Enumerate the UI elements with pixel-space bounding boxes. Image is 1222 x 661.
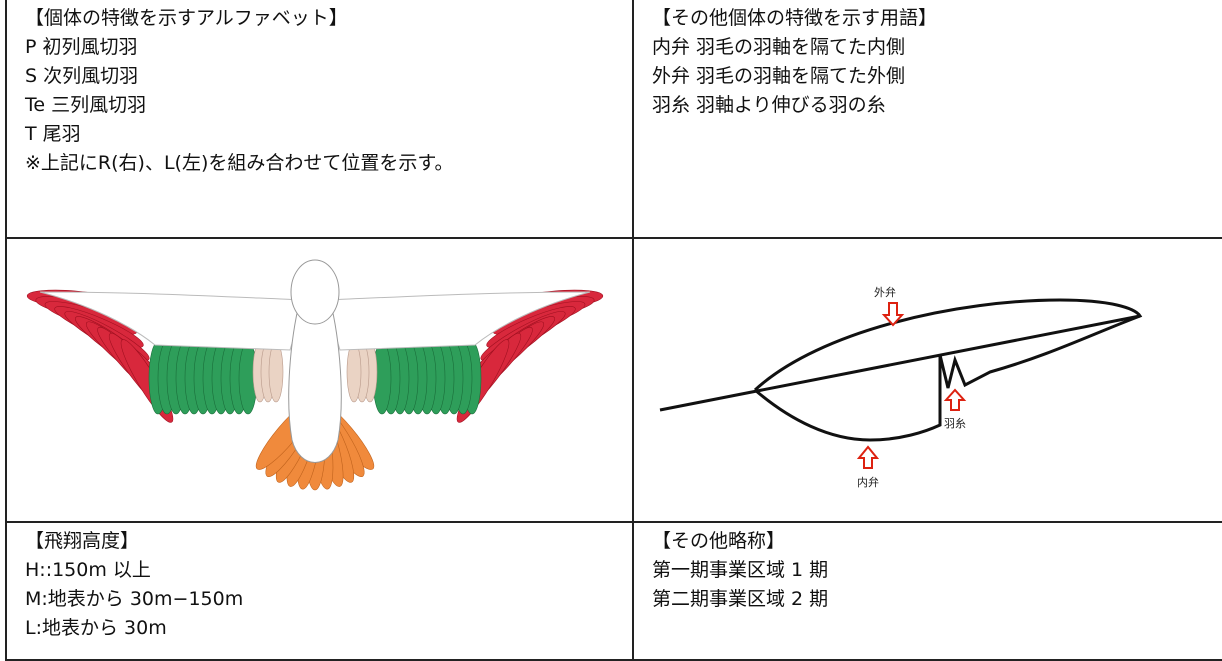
feather-diagram	[659, 298, 1143, 442]
feather-shaft	[659, 314, 1141, 412]
text-line: 【飛翔高度】	[25, 530, 140, 552]
inner-vane	[754, 355, 942, 442]
arrow	[943, 388, 967, 411]
outer-vane	[753, 298, 1143, 392]
text-line: P 初列風切羽	[25, 36, 138, 58]
arrow	[881, 302, 905, 327]
feather	[268, 341, 284, 403]
text-line: 【個体の特徴を示すアルファベット】	[25, 7, 348, 29]
text-line: 羽糸 羽軸より伸びる羽の糸	[652, 94, 886, 116]
text-line: T 尾羽	[25, 123, 81, 145]
text-block: 【個体の特徴を示すアルファベット】 P 初列風切羽 S 次列風切羽 Te 三列風切羽 T…	[25, 4, 453, 178]
text-line: 内弁 羽毛の羽軸を隔てた内側	[652, 36, 906, 58]
bird-illustration	[26, 259, 604, 491]
text-line: 第二期事業区域 2 期	[652, 588, 829, 610]
text-line: S 次列風切羽	[25, 65, 139, 87]
text-line: ※上記にR(右)、L(左)を組み合わせて位置を示す。	[25, 152, 454, 174]
feather-label: 内弁	[857, 475, 879, 489]
text-block: 【その他略称】第一期事業区域 1 期第二期事業区域 2 期	[652, 527, 828, 614]
text-line: 第一期事業区域 1 期	[652, 559, 829, 581]
bird-body	[288, 299, 342, 463]
right-wing	[324, 289, 604, 423]
text-line: L:地表から 30m	[25, 617, 167, 639]
feather	[346, 341, 362, 403]
feather-label: 羽糸	[944, 417, 966, 430]
bird-head	[290, 259, 340, 325]
wing-coverts	[324, 291, 591, 351]
text-block: 【その他個体の特徴を示す用語】 内弁 羽毛の羽軸を隔てた内側 外弁 羽毛の羽軸を隔て…	[652, 4, 937, 120]
text-line: 【その他略称】	[652, 530, 786, 552]
text-line: H::150m 以上	[25, 559, 151, 581]
arrow	[856, 445, 880, 469]
wing-coverts	[39, 291, 306, 351]
text-line: 【その他個体の特徴を示す用語】	[652, 7, 938, 29]
text-line: 外弁 羽毛の羽軸を隔てた外側	[652, 65, 906, 87]
feather-label: 外弁	[874, 285, 896, 299]
left-wing	[26, 289, 306, 423]
arrows	[856, 302, 967, 469]
cell: 【個体の特徴を示すアルファベット】 P 初列風切羽 S 次列風切羽 Te 三列風切羽 T…	[5, 0, 634, 239]
text-line: M:地表から 30m−150m	[25, 588, 244, 610]
text-line: Te 三列風切羽	[25, 94, 147, 116]
